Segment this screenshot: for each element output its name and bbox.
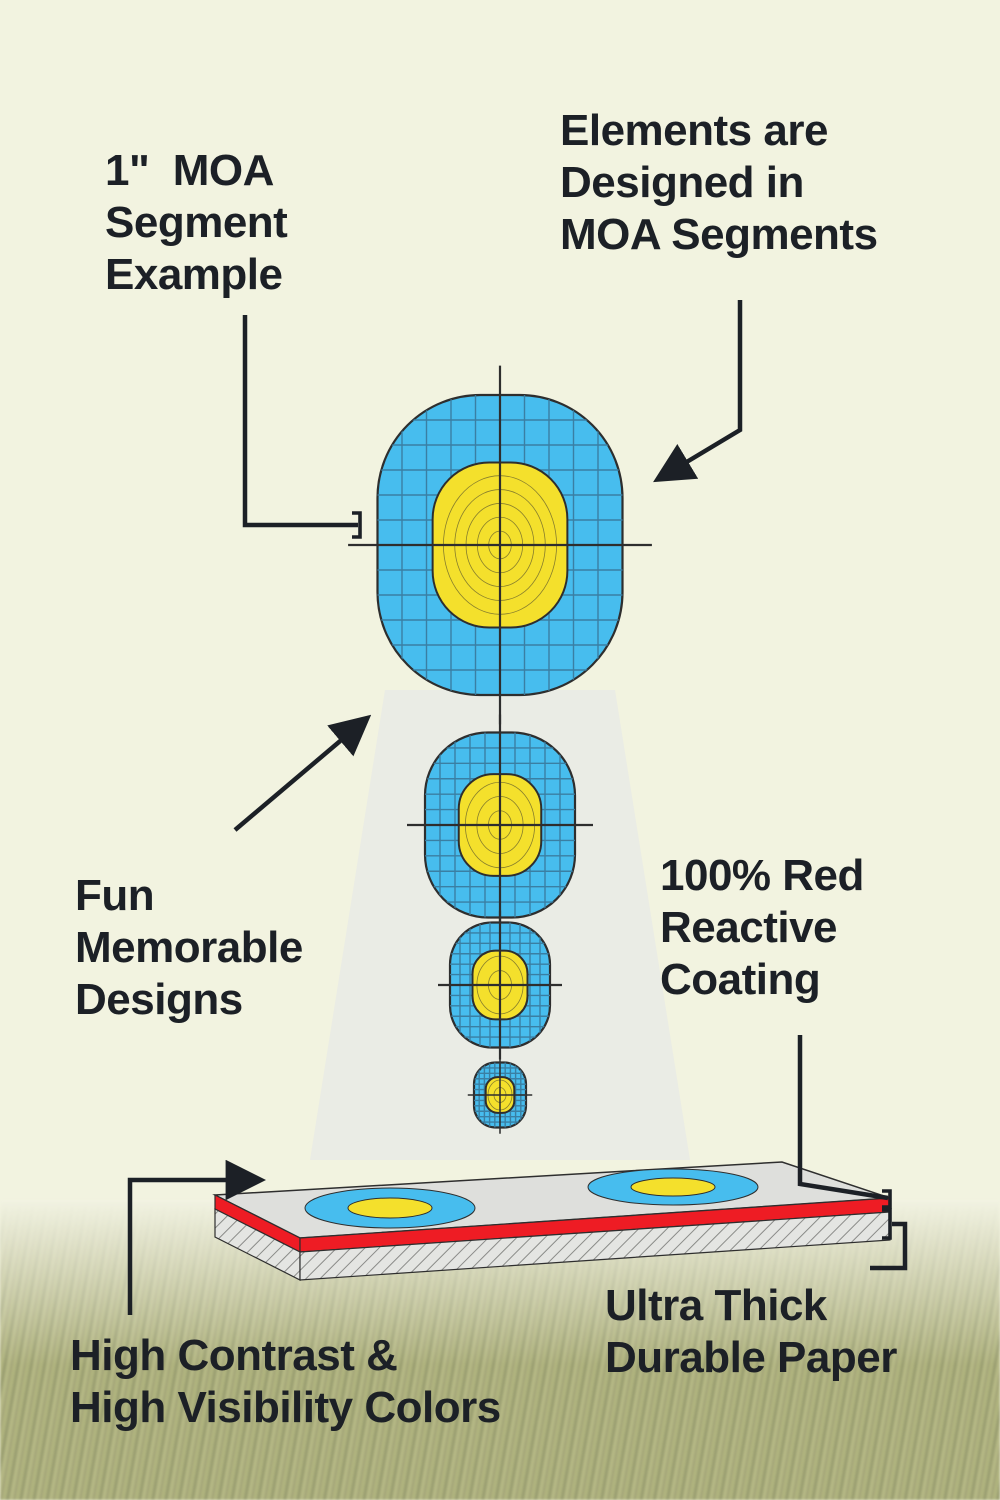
- label-red-coating: 100% Red Reactive Coating: [660, 850, 864, 1006]
- label-high-contrast: High Contrast & High Visibility Colors: [70, 1330, 501, 1434]
- target-board: [215, 1162, 890, 1280]
- label-moa-segments: Elements are Designed in MOA Segments: [560, 105, 878, 261]
- label-fun-designs: Fun Memorable Designs: [75, 870, 303, 1026]
- label-ultra-thick: Ultra Thick Durable Paper: [605, 1280, 897, 1384]
- label-moa-example: 1" MOA Segment Example: [105, 145, 287, 301]
